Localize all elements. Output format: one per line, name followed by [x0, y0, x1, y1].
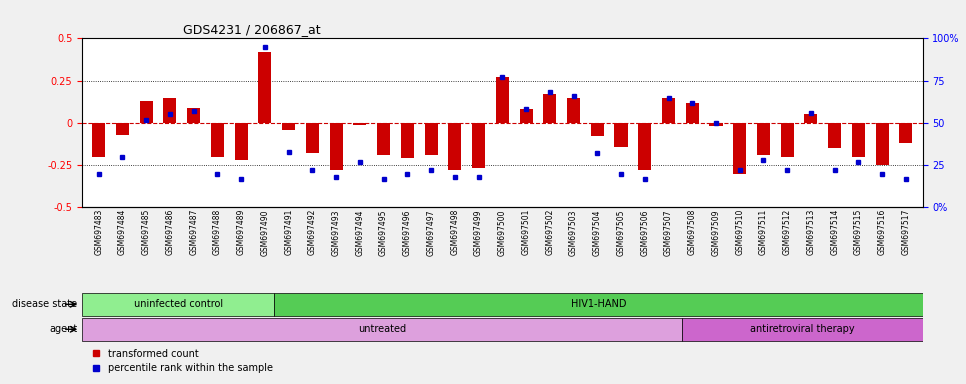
Text: GSM697492: GSM697492 [308, 209, 317, 255]
Bar [235, 123, 247, 160]
Bar [852, 123, 865, 157]
Bar [354, 123, 366, 124]
Bar [329, 123, 343, 170]
Text: GSM697513: GSM697513 [807, 209, 815, 255]
Bar [448, 123, 462, 170]
Text: disease state: disease state [13, 299, 77, 310]
Bar [82, 293, 274, 316]
Text: GSM697483: GSM697483 [95, 209, 103, 255]
Text: GSM697515: GSM697515 [854, 209, 863, 255]
Text: GSM697514: GSM697514 [830, 209, 839, 255]
Legend: transformed count, percentile rank within the sample: transformed count, percentile rank withi… [87, 345, 277, 377]
Text: GSM697498: GSM697498 [450, 209, 460, 255]
Text: GSM697508: GSM697508 [688, 209, 696, 255]
Bar [805, 114, 817, 123]
Text: GSM697493: GSM697493 [331, 209, 341, 255]
Text: antiretroviral therapy: antiretroviral therapy [751, 324, 855, 334]
Text: GDS4231 / 206867_at: GDS4231 / 206867_at [183, 23, 321, 36]
Text: GSM697506: GSM697506 [640, 209, 649, 255]
Bar [781, 123, 794, 157]
Bar [274, 293, 923, 316]
Text: GSM697497: GSM697497 [427, 209, 436, 255]
Bar [377, 123, 390, 155]
Bar [211, 123, 224, 157]
Bar [401, 123, 413, 158]
Text: GSM697499: GSM697499 [474, 209, 483, 255]
Bar [639, 123, 651, 170]
Text: GSM697488: GSM697488 [213, 209, 222, 255]
Bar [520, 109, 532, 123]
Bar [543, 94, 556, 123]
Text: untreated: untreated [358, 324, 407, 334]
Bar [733, 123, 747, 174]
Text: GSM697485: GSM697485 [142, 209, 151, 255]
Text: GSM697487: GSM697487 [189, 209, 198, 255]
Bar [82, 318, 682, 341]
Bar [116, 123, 129, 135]
Bar [163, 98, 177, 123]
Text: uninfected control: uninfected control [133, 299, 223, 310]
Bar [282, 123, 296, 130]
Text: GSM697512: GSM697512 [782, 209, 792, 255]
Bar [614, 123, 628, 147]
Text: GSM697510: GSM697510 [735, 209, 744, 255]
Text: GSM697486: GSM697486 [165, 209, 175, 255]
Bar [686, 103, 698, 123]
Text: GSM697516: GSM697516 [878, 209, 887, 255]
Bar [709, 123, 723, 126]
Text: GSM697490: GSM697490 [261, 209, 270, 255]
Text: GSM697491: GSM697491 [284, 209, 293, 255]
Text: GSM697502: GSM697502 [545, 209, 554, 255]
Text: GSM697505: GSM697505 [616, 209, 626, 255]
Text: GSM697496: GSM697496 [403, 209, 412, 255]
Bar [425, 123, 438, 155]
Bar [187, 108, 200, 123]
Bar [567, 98, 580, 123]
Text: GSM697509: GSM697509 [712, 209, 721, 255]
Text: GSM697489: GSM697489 [237, 209, 245, 255]
Bar [306, 123, 319, 153]
Bar [258, 52, 271, 123]
Bar [140, 101, 153, 123]
Text: GSM697494: GSM697494 [355, 209, 364, 255]
Bar [496, 77, 509, 123]
Text: GSM697511: GSM697511 [759, 209, 768, 255]
Bar [591, 123, 604, 136]
Text: GSM697500: GSM697500 [497, 209, 507, 255]
Text: GSM697504: GSM697504 [593, 209, 602, 255]
Text: HIV1-HAND: HIV1-HAND [571, 299, 626, 310]
Bar [899, 123, 913, 143]
Text: GSM697484: GSM697484 [118, 209, 127, 255]
Bar [682, 318, 923, 341]
Text: GSM697517: GSM697517 [901, 209, 910, 255]
Bar [757, 123, 770, 155]
Text: GSM697507: GSM697507 [664, 209, 673, 255]
Bar [472, 123, 485, 169]
Text: agent: agent [49, 324, 77, 334]
Bar [662, 98, 675, 123]
Bar [828, 123, 841, 148]
Text: GSM697503: GSM697503 [569, 209, 578, 255]
Bar [875, 123, 889, 165]
Bar [92, 123, 105, 157]
Text: GSM697495: GSM697495 [379, 209, 388, 255]
Text: GSM697501: GSM697501 [522, 209, 530, 255]
